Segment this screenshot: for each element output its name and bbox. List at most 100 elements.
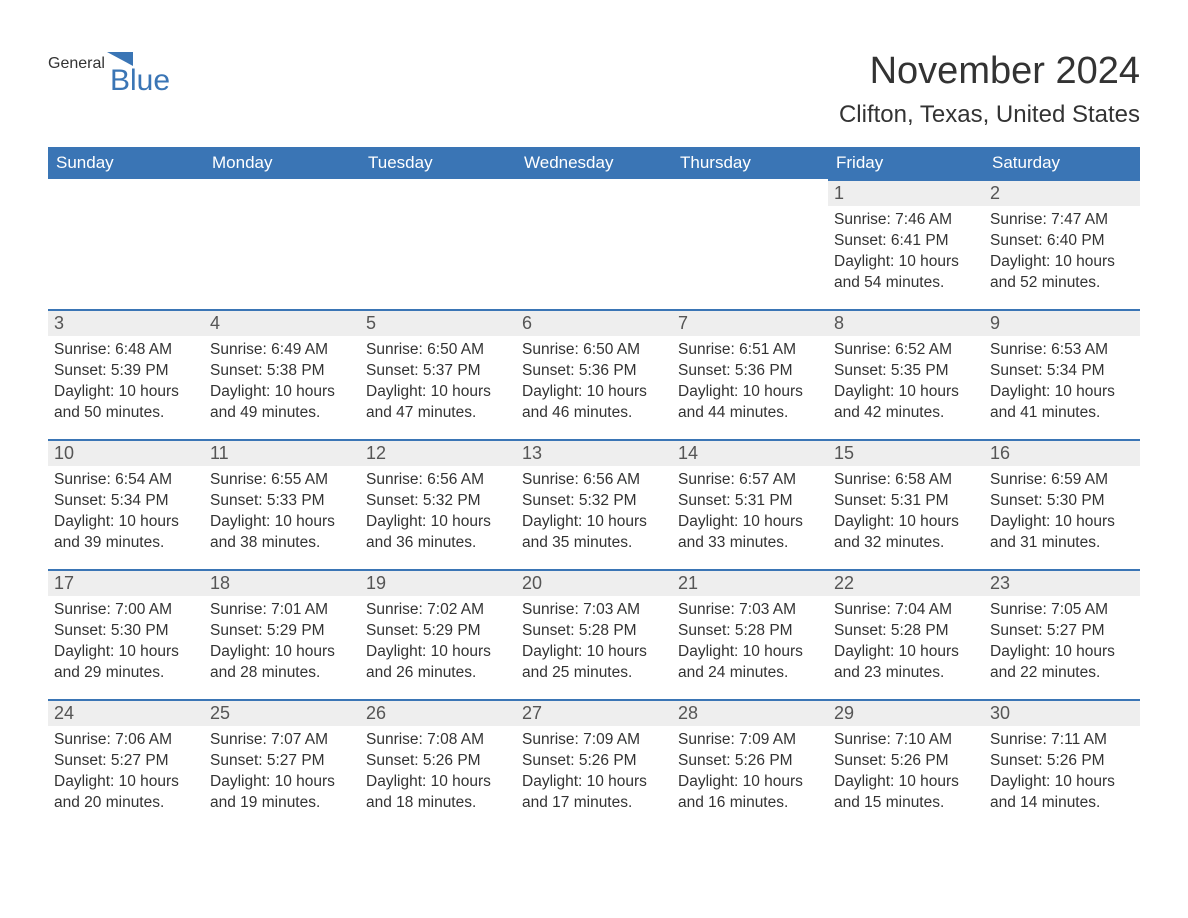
sunrise-line: Sunrise: 7:03 AM [678, 600, 822, 621]
day-number: 3 [48, 311, 204, 336]
sunrise-line: Sunrise: 6:59 AM [990, 470, 1134, 491]
calendar-cell: 15Sunrise: 6:58 AMSunset: 5:31 PMDayligh… [828, 439, 984, 569]
day-body: Sunrise: 7:07 AMSunset: 5:27 PMDaylight:… [204, 726, 360, 824]
calendar-cell: 4Sunrise: 6:49 AMSunset: 5:38 PMDaylight… [204, 309, 360, 439]
day-wrap: 29Sunrise: 7:10 AMSunset: 5:26 PMDayligh… [828, 699, 984, 824]
day-number: 21 [672, 571, 828, 596]
sunrise-line: Sunrise: 6:54 AM [54, 470, 198, 491]
sunset-line: Sunset: 5:32 PM [366, 491, 510, 512]
day-body: Sunrise: 7:09 AMSunset: 5:26 PMDaylight:… [516, 726, 672, 824]
sunset-line: Sunset: 5:34 PM [990, 361, 1134, 382]
calendar-cell: 21Sunrise: 7:03 AMSunset: 5:28 PMDayligh… [672, 569, 828, 699]
sunset-line: Sunset: 5:31 PM [678, 491, 822, 512]
calendar-cell [360, 179, 516, 309]
day-number: 11 [204, 441, 360, 466]
day-number: 24 [48, 701, 204, 726]
weekday-header: Monday [204, 147, 360, 179]
day-number: 2 [984, 181, 1140, 206]
calendar-cell: 16Sunrise: 6:59 AMSunset: 5:30 PMDayligh… [984, 439, 1140, 569]
daylight-line: Daylight: 10 hours and 14 minutes. [990, 772, 1134, 814]
day-number: 26 [360, 701, 516, 726]
day-number: 10 [48, 441, 204, 466]
sunset-line: Sunset: 5:30 PM [54, 621, 198, 642]
sunset-line: Sunset: 5:29 PM [210, 621, 354, 642]
page-header: General Blue November 2024 Clifton, Texa… [48, 50, 1140, 129]
day-wrap: 28Sunrise: 7:09 AMSunset: 5:26 PMDayligh… [672, 699, 828, 824]
calendar-cell: 28Sunrise: 7:09 AMSunset: 5:26 PMDayligh… [672, 699, 828, 829]
sunrise-line: Sunrise: 6:58 AM [834, 470, 978, 491]
daylight-line: Daylight: 10 hours and 52 minutes. [990, 252, 1134, 294]
sunrise-line: Sunrise: 6:53 AM [990, 340, 1134, 361]
day-wrap: 2Sunrise: 7:47 AMSunset: 6:40 PMDaylight… [984, 179, 1140, 304]
day-body: Sunrise: 7:47 AMSunset: 6:40 PMDaylight:… [984, 206, 1140, 304]
daylight-line: Daylight: 10 hours and 25 minutes. [522, 642, 666, 684]
calendar-cell: 18Sunrise: 7:01 AMSunset: 5:29 PMDayligh… [204, 569, 360, 699]
day-wrap: 7Sunrise: 6:51 AMSunset: 5:36 PMDaylight… [672, 309, 828, 434]
calendar-cell: 8Sunrise: 6:52 AMSunset: 5:35 PMDaylight… [828, 309, 984, 439]
day-number: 25 [204, 701, 360, 726]
day-body: Sunrise: 6:59 AMSunset: 5:30 PMDaylight:… [984, 466, 1140, 564]
day-body: Sunrise: 7:02 AMSunset: 5:29 PMDaylight:… [360, 596, 516, 694]
day-wrap: 19Sunrise: 7:02 AMSunset: 5:29 PMDayligh… [360, 569, 516, 694]
calendar-cell: 12Sunrise: 6:56 AMSunset: 5:32 PMDayligh… [360, 439, 516, 569]
calendar-cell: 7Sunrise: 6:51 AMSunset: 5:36 PMDaylight… [672, 309, 828, 439]
calendar-cell: 30Sunrise: 7:11 AMSunset: 5:26 PMDayligh… [984, 699, 1140, 829]
calendar-row: 24Sunrise: 7:06 AMSunset: 5:27 PMDayligh… [48, 699, 1140, 829]
daylight-line: Daylight: 10 hours and 49 minutes. [210, 382, 354, 424]
day-wrap: 6Sunrise: 6:50 AMSunset: 5:36 PMDaylight… [516, 309, 672, 434]
day-wrap: 27Sunrise: 7:09 AMSunset: 5:26 PMDayligh… [516, 699, 672, 824]
day-number: 14 [672, 441, 828, 466]
day-wrap: 11Sunrise: 6:55 AMSunset: 5:33 PMDayligh… [204, 439, 360, 564]
sunrise-line: Sunrise: 6:56 AM [522, 470, 666, 491]
sunset-line: Sunset: 5:29 PM [366, 621, 510, 642]
brand-general: General [48, 56, 105, 72]
day-number: 28 [672, 701, 828, 726]
daylight-line: Daylight: 10 hours and 22 minutes. [990, 642, 1134, 684]
sunset-line: Sunset: 5:36 PM [522, 361, 666, 382]
day-wrap: 14Sunrise: 6:57 AMSunset: 5:31 PMDayligh… [672, 439, 828, 564]
day-wrap: 20Sunrise: 7:03 AMSunset: 5:28 PMDayligh… [516, 569, 672, 694]
sunset-line: Sunset: 5:26 PM [522, 751, 666, 772]
daylight-line: Daylight: 10 hours and 15 minutes. [834, 772, 978, 814]
daylight-line: Daylight: 10 hours and 41 minutes. [990, 382, 1134, 424]
daylight-line: Daylight: 10 hours and 36 minutes. [366, 512, 510, 554]
sunset-line: Sunset: 5:26 PM [990, 751, 1134, 772]
sunset-line: Sunset: 5:26 PM [678, 751, 822, 772]
calendar-cell: 19Sunrise: 7:02 AMSunset: 5:29 PMDayligh… [360, 569, 516, 699]
day-body: Sunrise: 7:09 AMSunset: 5:26 PMDaylight:… [672, 726, 828, 824]
sunset-line: Sunset: 5:33 PM [210, 491, 354, 512]
sunset-line: Sunset: 5:27 PM [990, 621, 1134, 642]
brand-flag-icon [107, 52, 133, 70]
brand-logo: General Blue [48, 50, 170, 96]
day-wrap: 4Sunrise: 6:49 AMSunset: 5:38 PMDaylight… [204, 309, 360, 434]
daylight-line: Daylight: 10 hours and 20 minutes. [54, 772, 198, 814]
title-block: November 2024 Clifton, Texas, United Sta… [839, 50, 1140, 129]
day-body: Sunrise: 6:56 AMSunset: 5:32 PMDaylight:… [516, 466, 672, 564]
sunrise-line: Sunrise: 7:10 AM [834, 730, 978, 751]
daylight-line: Daylight: 10 hours and 42 minutes. [834, 382, 978, 424]
day-wrap: 8Sunrise: 6:52 AMSunset: 5:35 PMDaylight… [828, 309, 984, 434]
day-number: 27 [516, 701, 672, 726]
day-body: Sunrise: 7:46 AMSunset: 6:41 PMDaylight:… [828, 206, 984, 304]
day-number: 12 [360, 441, 516, 466]
sunset-line: Sunset: 6:41 PM [834, 231, 978, 252]
location-subtitle: Clifton, Texas, United States [839, 101, 1140, 129]
sunrise-line: Sunrise: 7:08 AM [366, 730, 510, 751]
calendar-cell: 20Sunrise: 7:03 AMSunset: 5:28 PMDayligh… [516, 569, 672, 699]
daylight-line: Daylight: 10 hours and 33 minutes. [678, 512, 822, 554]
daylight-line: Daylight: 10 hours and 19 minutes. [210, 772, 354, 814]
calendar-cell: 1Sunrise: 7:46 AMSunset: 6:41 PMDaylight… [828, 179, 984, 309]
daylight-line: Daylight: 10 hours and 31 minutes. [990, 512, 1134, 554]
sunrise-line: Sunrise: 7:04 AM [834, 600, 978, 621]
sunset-line: Sunset: 5:38 PM [210, 361, 354, 382]
weekday-header: Tuesday [360, 147, 516, 179]
calendar-cell: 5Sunrise: 6:50 AMSunset: 5:37 PMDaylight… [360, 309, 516, 439]
sunrise-line: Sunrise: 7:11 AM [990, 730, 1134, 751]
day-wrap: 18Sunrise: 7:01 AMSunset: 5:29 PMDayligh… [204, 569, 360, 694]
calendar-cell: 10Sunrise: 6:54 AMSunset: 5:34 PMDayligh… [48, 439, 204, 569]
sunrise-line: Sunrise: 7:03 AM [522, 600, 666, 621]
day-body: Sunrise: 6:50 AMSunset: 5:37 PMDaylight:… [360, 336, 516, 434]
day-number: 19 [360, 571, 516, 596]
daylight-line: Daylight: 10 hours and 39 minutes. [54, 512, 198, 554]
weekday-header-row: SundayMondayTuesdayWednesdayThursdayFrid… [48, 147, 1140, 179]
